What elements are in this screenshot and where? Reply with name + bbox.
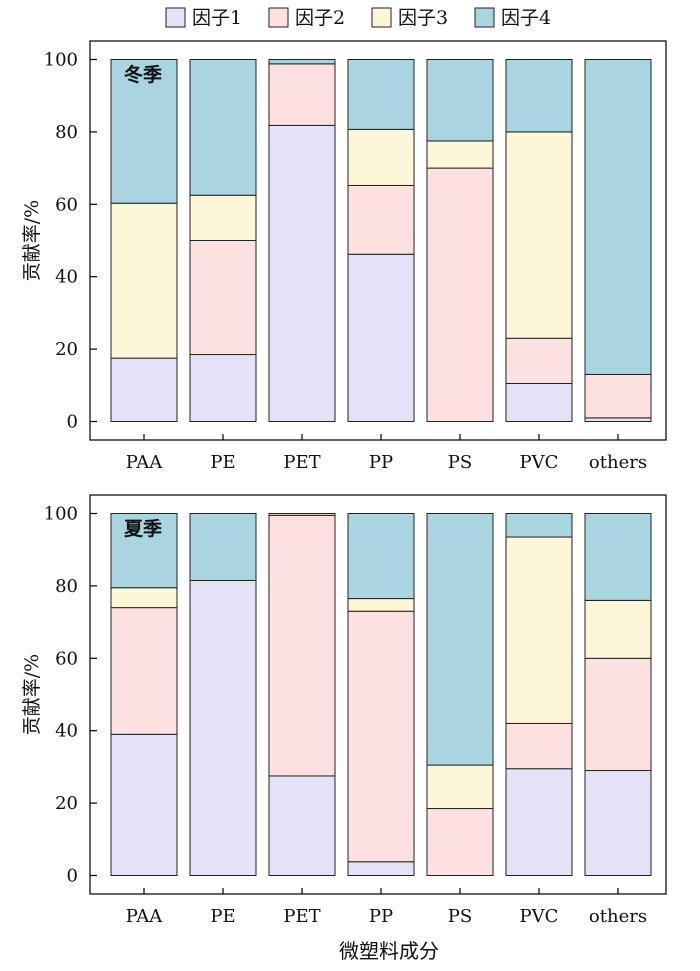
bar-segment-pe-factor1 xyxy=(189,579,257,876)
bar-segment-pvc-factor4 xyxy=(505,513,573,538)
legend-swatch-4 xyxy=(474,7,495,28)
bar-segment-pvc-factor3 xyxy=(505,536,573,724)
bar-segment-pvc-factor1 xyxy=(505,382,573,422)
bar-segment-pet-factor4 xyxy=(268,59,336,65)
bar-segment-pp-factor1 xyxy=(347,253,415,422)
y-tick-label: 0 xyxy=(67,412,78,433)
bar-segment-ps-factor3 xyxy=(426,764,494,810)
legend-swatch-1 xyxy=(165,7,186,28)
legend-swatch-2 xyxy=(268,7,289,28)
x-tick-label: PS xyxy=(448,452,472,473)
bar-segment-paa-factor3 xyxy=(110,587,178,609)
bar-segment-paa-factor1 xyxy=(110,733,178,876)
x-tick-label: PAA xyxy=(126,452,163,473)
bar-segment-paa-factor4 xyxy=(110,59,178,204)
bar-segment-pe-factor4 xyxy=(189,513,257,581)
x-tick-label: PE xyxy=(210,906,235,927)
plot-frame xyxy=(89,494,667,895)
season-title: 夏季 xyxy=(124,518,162,540)
x-tick-label: PP xyxy=(369,452,393,473)
x-axis-label: 微塑料成分 xyxy=(339,939,439,963)
bar-segment-pe-factor2 xyxy=(189,240,257,356)
x-tick-label: PE xyxy=(210,452,235,473)
y-tick-label: 60 xyxy=(55,648,78,669)
x-tick-label: others xyxy=(589,906,647,927)
x-tick-label: PAA xyxy=(126,906,163,927)
bar-segment-paa-factor3 xyxy=(110,202,178,359)
bar-segment-pe-factor3 xyxy=(189,194,257,241)
x-tick-label: PVC xyxy=(520,906,559,927)
y-axis-label: 贡献率/% xyxy=(21,654,43,735)
bar-segment-others-factor4 xyxy=(584,59,652,375)
bar-segment-ps-factor4 xyxy=(426,59,494,142)
bar-segment-others-factor4 xyxy=(584,513,652,601)
bar-segment-others-factor1 xyxy=(584,417,652,423)
x-tick-label: PVC xyxy=(520,452,559,473)
bar-segment-ps-factor2 xyxy=(426,808,494,877)
season-title: 冬季 xyxy=(124,63,162,86)
bar-segment-paa-factor2 xyxy=(110,607,178,735)
y-tick-label: 100 xyxy=(44,504,78,525)
bar-segment-paa-factor1 xyxy=(110,357,178,422)
bar-segment-pvc-factor1 xyxy=(505,768,573,877)
bar-segment-ps-factor3 xyxy=(426,140,494,169)
y-tick-label: 40 xyxy=(55,721,78,742)
bar-segment-pet-factor3 xyxy=(268,513,336,516)
bar-segment-pe-factor4 xyxy=(189,59,257,196)
bar-segment-pp-factor3 xyxy=(347,598,415,612)
x-tick-label: PS xyxy=(448,906,472,927)
x-tick-label: PET xyxy=(283,452,320,473)
y-axis-label: 贡献率/% xyxy=(21,200,43,281)
panel-winter: 0 20 40 60 80 100 贡献率/% PAA PE PET PP PS PVC others 冬季 xyxy=(21,40,667,473)
bar-segment-pvc-factor2 xyxy=(505,337,573,384)
legend-label-1: 因子1 xyxy=(192,7,242,29)
bar-segment-pet-factor1 xyxy=(268,775,336,877)
x-tick-label: PET xyxy=(283,906,320,927)
legend: 因子1 因子2 因子3 因子4 xyxy=(165,7,551,29)
bar-segment-pvc-factor3 xyxy=(505,131,573,339)
legend-swatch-3 xyxy=(371,7,392,28)
y-tick-label: 40 xyxy=(55,267,78,288)
bar-segment-pe-factor1 xyxy=(189,354,257,422)
x-tick-label: PP xyxy=(369,906,393,927)
y-tick-label: 20 xyxy=(55,339,78,360)
legend-label-2: 因子2 xyxy=(295,7,345,29)
bar-segment-pvc-factor2 xyxy=(505,722,573,770)
bar-segment-pp-factor1 xyxy=(347,861,415,877)
bar-segment-others-factor2 xyxy=(584,657,652,772)
bar-segment-paa-factor4 xyxy=(110,513,178,589)
bar-segment-others-factor1 xyxy=(584,770,652,877)
y-tick-label: 60 xyxy=(55,194,78,215)
bar-segment-pet-factor2 xyxy=(268,514,336,777)
bar-segment-pp-factor4 xyxy=(347,513,415,600)
legend-label-4: 因子4 xyxy=(501,7,551,29)
bar-segment-pp-factor4 xyxy=(347,59,415,130)
legend-label-3: 因子3 xyxy=(398,7,448,29)
y-tick-label: 80 xyxy=(55,576,78,597)
bar-segment-pp-factor3 xyxy=(347,128,415,186)
bar-segment-pp-factor2 xyxy=(347,610,415,863)
bar-segment-others-factor2 xyxy=(584,373,652,419)
panel-summer: 0 20 40 60 80 100 贡献率/% PAA PE PET PP PS PVC others 夏季 xyxy=(21,494,667,927)
y-tick-label: 20 xyxy=(55,793,78,814)
x-tick-label: others xyxy=(589,452,647,473)
y-tick-label: 80 xyxy=(55,122,78,143)
y-tick-label: 100 xyxy=(44,50,78,71)
bar-segment-pvc-factor4 xyxy=(505,59,573,133)
bar-segment-ps-factor4 xyxy=(426,513,494,766)
bar-segment-pet-factor2 xyxy=(268,63,336,126)
bar-segment-others-factor3 xyxy=(584,599,652,659)
plot-frame xyxy=(89,40,667,441)
y-tick-label: 0 xyxy=(67,866,78,887)
bar-segment-pp-factor2 xyxy=(347,184,415,255)
bar-segment-pet-factor1 xyxy=(268,124,336,422)
bar-segment-ps-factor2 xyxy=(426,167,494,422)
